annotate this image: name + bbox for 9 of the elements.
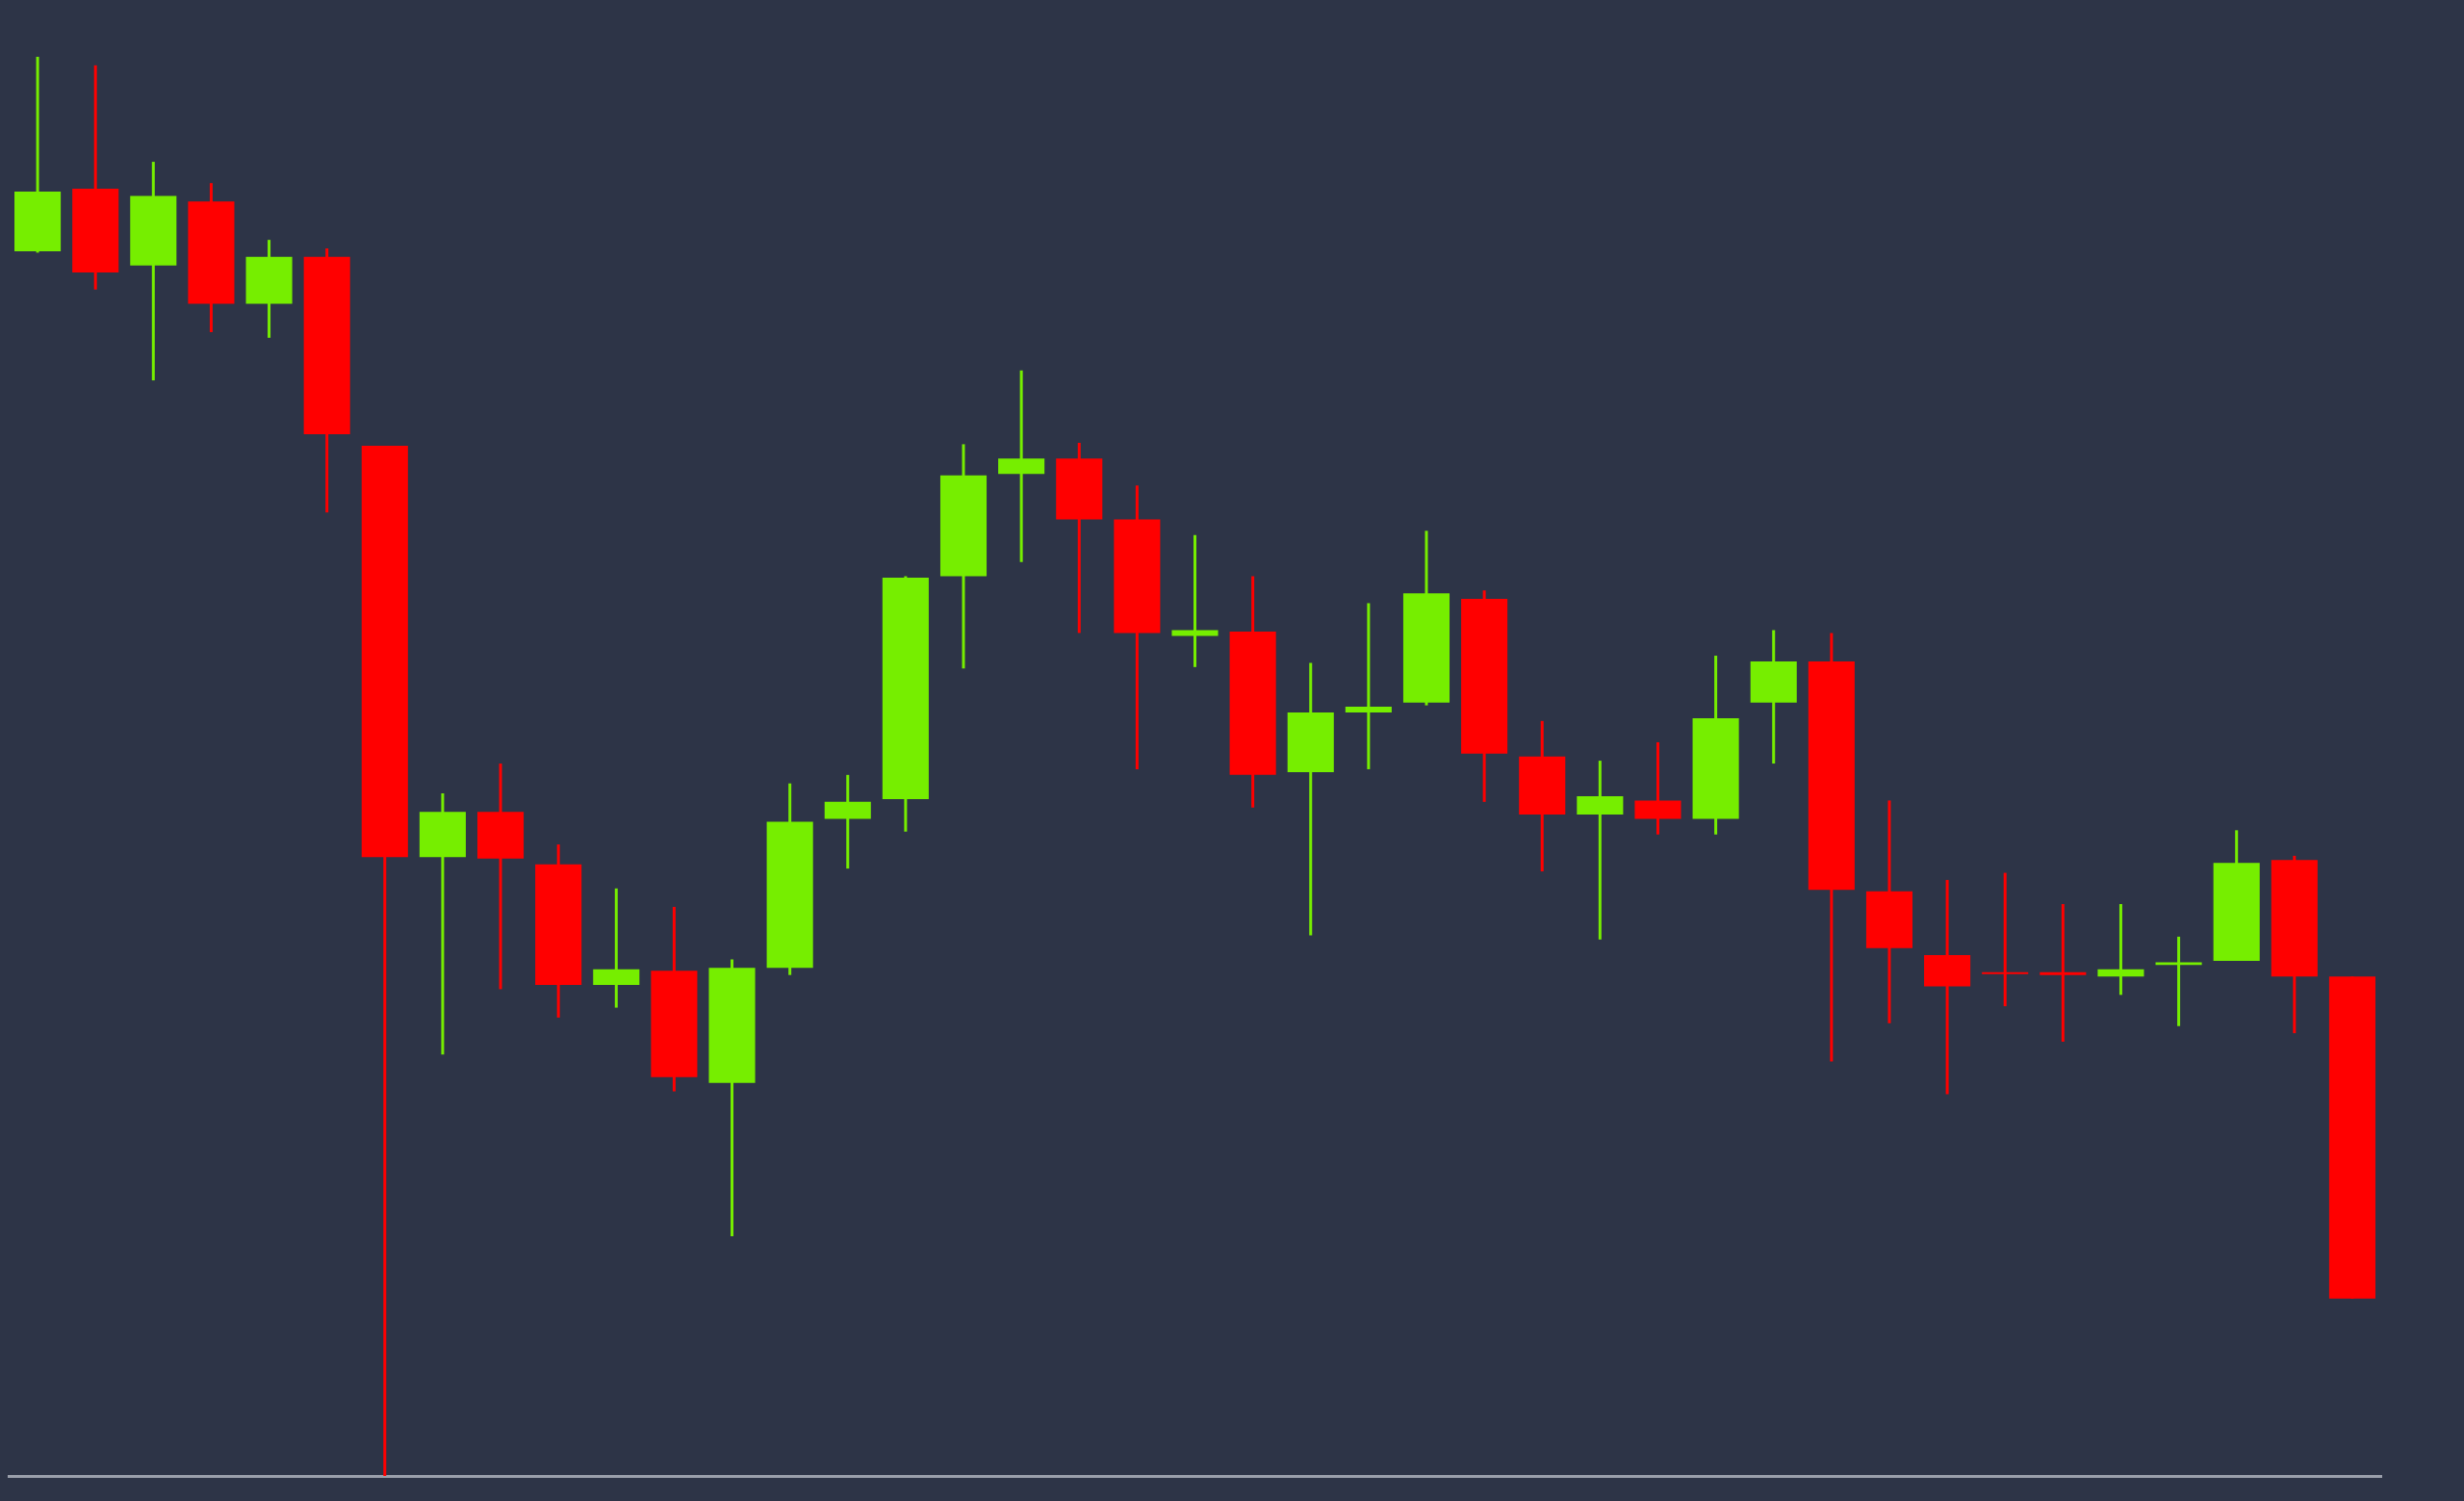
candlestick: [998, 370, 1045, 562]
candlestick: [593, 887, 640, 1008]
candlestick: [1345, 603, 1392, 769]
candlestick: [1171, 534, 1219, 667]
candlestick: [1577, 761, 1624, 940]
candlestick: [2097, 903, 2144, 996]
candlestick: [2155, 935, 2202, 1026]
candlestick: [2040, 903, 2087, 1042]
candlestick: [1982, 872, 2029, 1008]
